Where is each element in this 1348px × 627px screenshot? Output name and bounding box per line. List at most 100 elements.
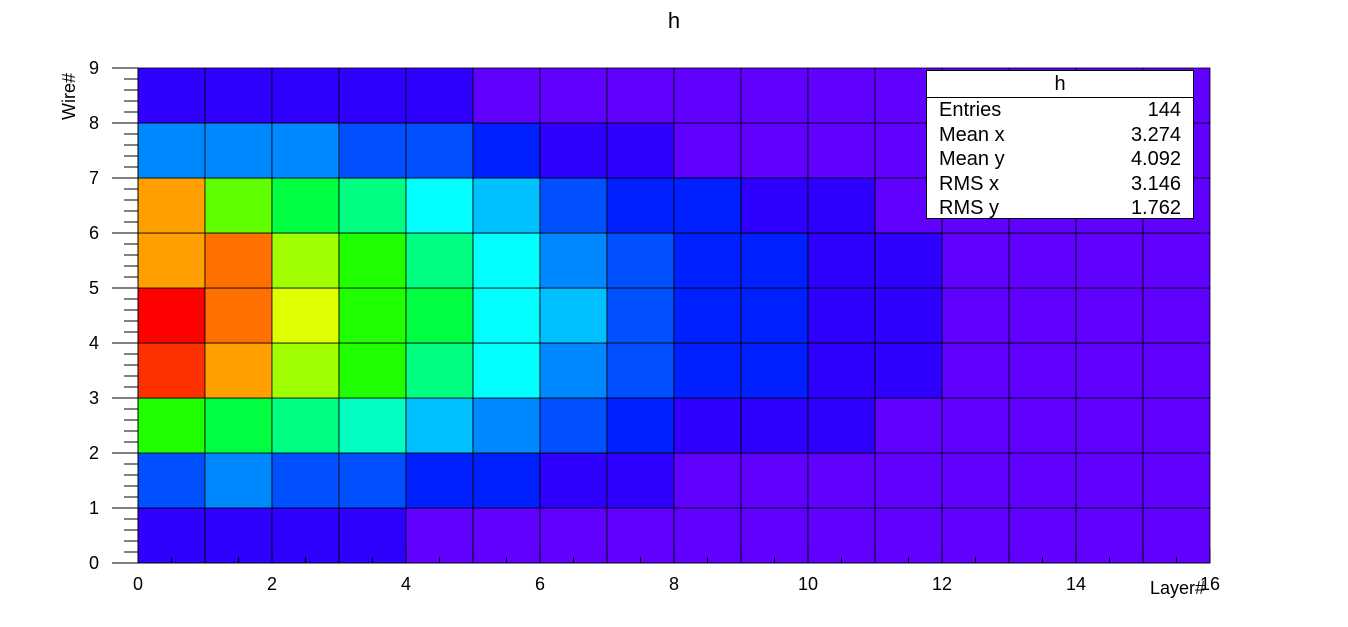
heatmap-cell bbox=[204, 397, 273, 454]
heatmap-cell bbox=[673, 67, 742, 124]
heatmap-cell bbox=[204, 67, 273, 124]
heatmap-cell bbox=[338, 232, 407, 289]
heatmap-cell bbox=[1075, 397, 1144, 454]
heatmap-cell bbox=[271, 122, 340, 179]
y-tick-label: 3 bbox=[89, 388, 99, 408]
heatmap-cell bbox=[606, 177, 675, 234]
stats-label: Mean x bbox=[939, 123, 1005, 146]
heatmap-cell bbox=[204, 452, 273, 509]
heatmap-cell bbox=[874, 452, 943, 509]
y-axis-label: Wire# bbox=[59, 72, 80, 121]
heatmap-cell bbox=[137, 287, 206, 344]
heatmap-cell bbox=[338, 507, 407, 564]
heatmap-cell bbox=[740, 397, 809, 454]
heatmap-cell bbox=[673, 452, 742, 509]
heatmap-cell bbox=[807, 397, 876, 454]
heatmap-cell bbox=[204, 287, 273, 344]
heatmap-cell bbox=[539, 67, 608, 124]
heatmap-cell bbox=[1142, 452, 1211, 509]
heatmap-cell bbox=[271, 507, 340, 564]
chart-title: h bbox=[667, 8, 681, 33]
heatmap-cell bbox=[1008, 397, 1077, 454]
heatmap-cell bbox=[405, 287, 474, 344]
y-tick-label: 5 bbox=[89, 278, 99, 298]
stats-label: RMS x bbox=[939, 172, 999, 195]
heatmap-cell bbox=[673, 507, 742, 564]
heatmap-cell bbox=[1075, 232, 1144, 289]
heatmap-cell bbox=[137, 232, 206, 289]
heatmap-cell bbox=[740, 232, 809, 289]
stats-title: h bbox=[927, 71, 1193, 98]
heatmap-cell bbox=[941, 452, 1010, 509]
heatmap-cell bbox=[271, 452, 340, 509]
stats-row-entries: Entries 144 bbox=[927, 98, 1193, 123]
heatmap-cell bbox=[606, 287, 675, 344]
heatmap-cell bbox=[1142, 287, 1211, 344]
heatmap-cell bbox=[606, 397, 675, 454]
heatmap-cell bbox=[874, 287, 943, 344]
heatmap-cell bbox=[606, 342, 675, 399]
heatmap-cell bbox=[874, 397, 943, 454]
heatmap-cell bbox=[137, 397, 206, 454]
heatmap-cell bbox=[472, 232, 541, 289]
heatmap-cell bbox=[874, 232, 943, 289]
stats-row-mean-x: Mean x 3.274 bbox=[927, 123, 1193, 148]
heatmap-cell bbox=[807, 122, 876, 179]
heatmap-cell bbox=[472, 342, 541, 399]
heatmap-cell bbox=[1008, 287, 1077, 344]
heatmap-cell bbox=[673, 397, 742, 454]
stats-label: Entries bbox=[939, 99, 1002, 121]
heatmap-cell bbox=[874, 342, 943, 399]
heatmap-cell bbox=[1008, 507, 1077, 564]
y-tick-label: 4 bbox=[89, 333, 99, 353]
x-tick-label: 16 bbox=[1200, 574, 1220, 594]
heatmap-cell bbox=[941, 397, 1010, 454]
heatmap-cell bbox=[137, 342, 206, 399]
heatmap-cell bbox=[405, 342, 474, 399]
stats-row-mean-y: Mean y 4.092 bbox=[927, 147, 1193, 172]
heatmap-cell bbox=[941, 342, 1010, 399]
heatmap-cell bbox=[271, 177, 340, 234]
heatmap-cell bbox=[338, 397, 407, 454]
x-tick-label: 12 bbox=[932, 574, 952, 594]
heatmap-cell bbox=[539, 397, 608, 454]
stats-box: h Entries 144 Mean x 3.274 Mean y 4.092 … bbox=[926, 70, 1194, 219]
heatmap-cell bbox=[539, 122, 608, 179]
heatmap-cell bbox=[1142, 507, 1211, 564]
heatmap-cell bbox=[1075, 342, 1144, 399]
heatmap-cell bbox=[941, 232, 1010, 289]
heatmap-cell bbox=[204, 232, 273, 289]
heatmap-cell bbox=[673, 232, 742, 289]
heatmap-cell bbox=[338, 287, 407, 344]
heatmap-cell bbox=[807, 452, 876, 509]
heatmap-cell bbox=[807, 177, 876, 234]
heatmap-cell bbox=[338, 452, 407, 509]
heatmap-cell bbox=[807, 232, 876, 289]
heatmap-cell bbox=[673, 122, 742, 179]
heatmap-cell bbox=[807, 507, 876, 564]
heatmap-cell bbox=[740, 287, 809, 344]
heatmap-cell bbox=[137, 177, 206, 234]
heatmap-cell bbox=[405, 232, 474, 289]
heatmap-cell bbox=[204, 342, 273, 399]
heatmap-cell bbox=[472, 67, 541, 124]
stats-value: 1.762 bbox=[1130, 197, 1181, 220]
heatmap-cell bbox=[740, 507, 809, 564]
heatmap-cell bbox=[874, 507, 943, 564]
heatmap-cell bbox=[405, 452, 474, 509]
heatmap-cell bbox=[405, 507, 474, 564]
x-tick-label: 10 bbox=[798, 574, 818, 594]
heatmap-cell bbox=[472, 507, 541, 564]
heatmap-cell bbox=[740, 67, 809, 124]
heatmap-cell bbox=[1142, 232, 1211, 289]
y-tick-label: 0 bbox=[89, 553, 99, 573]
x-tick-label: 14 bbox=[1066, 574, 1086, 594]
heatmap-cell bbox=[606, 452, 675, 509]
heatmap-cell bbox=[606, 507, 675, 564]
heatmap-cell bbox=[338, 342, 407, 399]
y-tick-label: 7 bbox=[89, 168, 99, 188]
heatmap-cell bbox=[1075, 507, 1144, 564]
heatmap-cell bbox=[1142, 397, 1211, 454]
x-tick-label: 8 bbox=[669, 574, 679, 594]
heatmap-cell bbox=[740, 122, 809, 179]
